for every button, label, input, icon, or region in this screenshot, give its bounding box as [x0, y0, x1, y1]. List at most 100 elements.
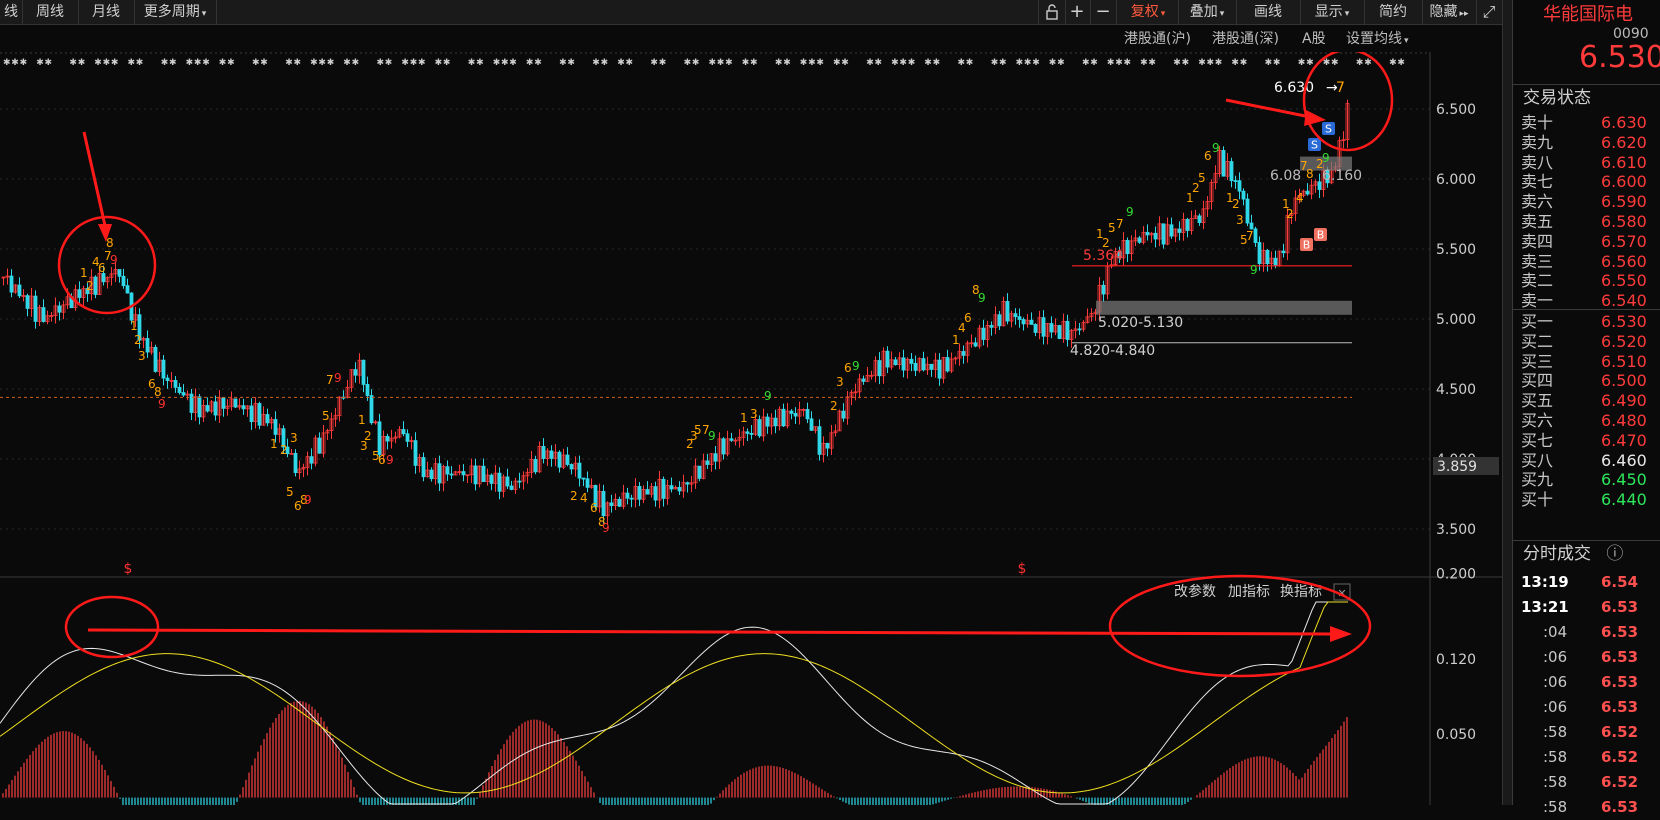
order-book-sell-row[interactable]: 卖三 6.560	[1521, 251, 1660, 272]
td-count-label: 4	[92, 255, 100, 269]
event-marker: ✱	[750, 58, 758, 68]
period-week-button[interactable]: 周线	[22, 0, 79, 24]
candle-body	[349, 369, 354, 388]
candle-body	[629, 497, 634, 500]
candle-body	[445, 466, 450, 475]
arrow-annotation: →	[1326, 80, 1338, 96]
change-params-button[interactable]: 改参数	[1174, 583, 1216, 600]
order-book-buy-row[interactable]: 买四 6.500	[1521, 370, 1660, 391]
candle-body	[137, 314, 142, 341]
event-marker: ✱	[1323, 58, 1331, 68]
td-count-label: 9	[304, 493, 312, 507]
order-book-sell-row[interactable]: 卖一 6.540	[1521, 290, 1660, 311]
overlay-dropdown[interactable]: 叠加 ▾	[1178, 0, 1237, 24]
order-book-buy-row[interactable]: 买十 6.440	[1521, 489, 1660, 510]
trade-time: :58	[1543, 748, 1568, 766]
lock-button[interactable]	[1038, 0, 1066, 24]
order-book-sell-row[interactable]: 卖八 6.610	[1521, 152, 1660, 173]
candle-body	[677, 486, 682, 492]
zoom-in-button[interactable]: +	[1064, 0, 1091, 24]
simple-mode-button[interactable]: 简约	[1364, 0, 1423, 24]
order-book-buy-row[interactable]: 买六 6.480	[1521, 410, 1660, 431]
order-level-label: 买六	[1521, 411, 1554, 430]
order-book-sell-row[interactable]: 卖六 6.590	[1521, 191, 1660, 212]
candle-body	[553, 451, 558, 459]
candle-body	[429, 469, 434, 480]
td-count-label: 1	[1186, 191, 1194, 205]
order-book-buy-row[interactable]: 买五 6.490	[1521, 390, 1660, 411]
td-count-label: 9	[386, 453, 394, 467]
hide-button[interactable]: 隐藏 ▸▸	[1422, 0, 1477, 24]
order-book-buy-row[interactable]: 买二 6.520	[1521, 331, 1660, 352]
hk-connect-sh-link[interactable]: 港股通(沪)	[1124, 31, 1191, 47]
candle-body	[529, 459, 534, 473]
candle-body	[37, 307, 42, 322]
add-indicator-button[interactable]: 加指标	[1228, 584, 1270, 600]
candle-body	[1137, 237, 1142, 243]
order-level-label: 卖七	[1521, 172, 1554, 192]
candle-body	[821, 442, 826, 455]
order-price: 6.610	[1601, 152, 1647, 172]
candle-body	[273, 419, 278, 435]
candle-body	[685, 482, 690, 485]
display-dropdown[interactable]: 显示 ▾	[1300, 0, 1365, 24]
candle-body	[33, 295, 38, 322]
event-marker: ✱	[94, 58, 102, 68]
order-book-buy-row[interactable]: 买七 6.470	[1521, 430, 1660, 451]
order-book-buy-row[interactable]: 买一 6.530	[1521, 311, 1660, 332]
candle-body	[641, 489, 646, 500]
candle-body	[189, 393, 194, 413]
candle-body	[661, 478, 666, 499]
hk-connect-sz-link[interactable]: 港股通(深)	[1212, 31, 1279, 47]
more-periods-dropdown[interactable]: 更多周期 ▾	[134, 0, 217, 24]
order-level-label: 卖六	[1521, 192, 1554, 212]
period-day-button[interactable]: 线	[0, 0, 23, 24]
info-icon[interactable]: ⓘ	[1606, 544, 1624, 564]
td-count-label: 6	[844, 361, 852, 375]
y-axis-tick: 6.500	[1436, 102, 1476, 118]
candle-body	[881, 350, 886, 377]
candle-body	[1229, 161, 1234, 181]
candle-body	[757, 419, 762, 437]
candle-body	[397, 429, 402, 438]
candle-body	[649, 486, 654, 495]
double-chevron-right-icon: ▸▸	[1459, 9, 1469, 19]
panel-splitter[interactable]	[1502, 0, 1513, 805]
ma-settings-link[interactable]: 设置均线 ▾	[1346, 26, 1409, 54]
order-book-sell-row[interactable]: 卖二 6.550	[1521, 270, 1660, 291]
a-share-link[interactable]: A股	[1302, 31, 1326, 47]
order-book-sell-row[interactable]: 卖九 6.620	[1521, 132, 1660, 153]
order-book-sell-row[interactable]: 卖五 6.580	[1521, 211, 1660, 232]
order-book-sell-row[interactable]: 卖七 6.600	[1521, 171, 1660, 192]
chart-area[interactable]: ✱ ✱ ✱ ✱ ✱ ✱ ✱ ✱ ✱ ✱ ✱ ✱ ✱ ✱ ✱ ✱ ✱ ✱ ✱ ✱ ✱ ✱ ✱ ✱ ✱ ✱ ✱ ✱ ✱ ✱ ✱ ✱ ✱ ✱ ✱ ✱ ✱ ✱ ✱ ✱…	[0, 48, 1502, 820]
candle-body	[9, 275, 14, 293]
switch-indicator-button[interactable]: 换指标	[1280, 583, 1322, 600]
event-marker: ✱	[435, 58, 443, 68]
candle-body	[209, 401, 214, 412]
event-marker: ✱	[1273, 58, 1281, 68]
event-marker: ✱	[592, 58, 600, 68]
order-book-buy-row[interactable]: 买八 6.460	[1521, 450, 1660, 471]
td-count-label: 8	[1306, 167, 1314, 181]
fullscreen-button[interactable]: ⤢	[1476, 0, 1503, 24]
event-marker: ✱	[567, 58, 575, 68]
order-book-sell-row[interactable]: 卖十 6.630	[1521, 112, 1660, 133]
candle-body	[673, 486, 678, 490]
event-marker: ✱	[443, 58, 451, 68]
period-month-button[interactable]: 月线	[78, 0, 135, 24]
zoom-out-button[interactable]: −	[1090, 0, 1117, 24]
candle-body	[1209, 182, 1214, 202]
order-book-buy-row[interactable]: 买三 6.510	[1521, 351, 1660, 372]
event-marker: ✱	[1356, 58, 1364, 68]
adjust-rights-dropdown[interactable]: 复权 ▾	[1118, 0, 1179, 24]
candle-body	[285, 446, 290, 455]
order-book-buy-row[interactable]: 买九 6.450	[1521, 469, 1660, 490]
trade-time: :58	[1543, 723, 1568, 741]
candlestick-chart[interactable]: ✱ ✱ ✱ ✱ ✱ ✱ ✱ ✱ ✱ ✱ ✱ ✱ ✱ ✱ ✱ ✱ ✱ ✱ ✱ ✱ ✱ ✱ ✱ ✱ ✱ ✱ ✱ ✱ ✱ ✱ ✱ ✱ ✱ ✱ ✱ ✱ ✱ ✱ ✱ ✱…	[0, 48, 1502, 820]
td-count-label: 1	[740, 411, 748, 425]
event-marker: ✱	[3, 58, 11, 68]
order-book-sell-row[interactable]: 卖四 6.570	[1521, 231, 1660, 252]
candle-body	[565, 454, 570, 465]
draw-line-button[interactable]: 画线	[1236, 0, 1301, 24]
period-month-label: 月线	[92, 4, 120, 20]
